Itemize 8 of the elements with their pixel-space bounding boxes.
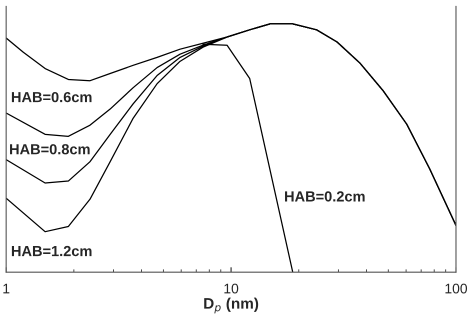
series-label: HAB=0.6cm bbox=[12, 92, 92, 102]
x-tick-label: 10 bbox=[224, 284, 238, 294]
series-label: HAB=1.2cm bbox=[12, 246, 92, 256]
x-tick-label: 1 bbox=[3, 284, 10, 294]
series-label: HAB=0.8cm bbox=[10, 144, 90, 154]
series-label: HAB=0.2cm bbox=[285, 191, 365, 202]
x-tick-label: 100 bbox=[445, 284, 468, 294]
x-axis-title: D$_{p}$ (nm) bbox=[204, 298, 258, 314]
